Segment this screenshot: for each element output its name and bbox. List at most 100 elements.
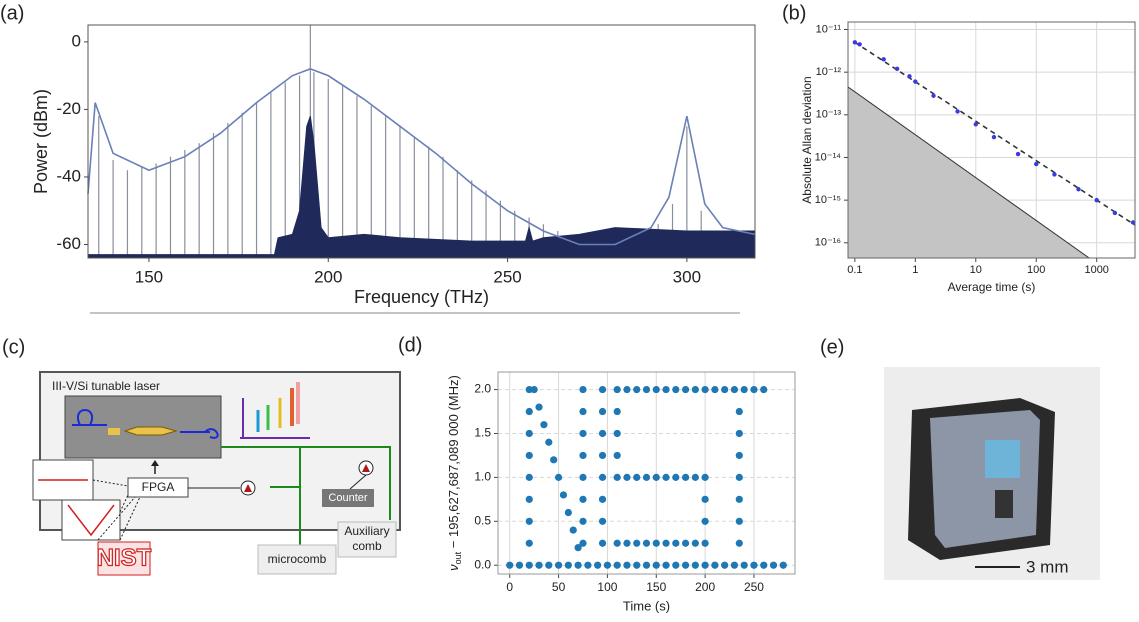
x-axis-label: Frequency (THz): [354, 287, 489, 307]
data-point: [554, 561, 563, 569]
data-point: [652, 473, 660, 481]
x-tick-label: 1000: [1084, 264, 1108, 276]
x-tick-label: 300: [673, 267, 701, 286]
gain-section: [108, 428, 120, 435]
y-tick-label: 10⁻¹²: [816, 66, 842, 78]
data-point: [750, 561, 758, 569]
connector: [92, 479, 141, 541]
data-point: [574, 544, 582, 552]
data-point: [1112, 210, 1118, 216]
data-point: [681, 539, 690, 547]
panel-label: (b): [782, 2, 806, 24]
data-point: [701, 385, 709, 394]
data-point: [598, 385, 607, 394]
data-point: [730, 561, 739, 569]
data-point: [662, 473, 670, 481]
data-point: [730, 385, 739, 394]
data-point: [525, 495, 533, 503]
x-tick-label: 200: [695, 580, 715, 594]
data-point: [652, 385, 660, 394]
data-point: [623, 539, 631, 547]
x-tick-label: 0.1: [847, 264, 862, 276]
wire: [349, 474, 367, 490]
data-point: [525, 561, 533, 569]
y-axis-label: νout − 195,627,687,089 000 (MHz): [446, 375, 463, 571]
data-point: [603, 561, 612, 569]
data-point: [525, 451, 533, 460]
data-point: [642, 561, 651, 569]
data-point: [642, 539, 651, 547]
data-point: [691, 473, 699, 481]
data-point: [740, 385, 748, 394]
plot-frame: [847, 21, 1136, 259]
data-point: [681, 385, 690, 394]
data-point: [535, 403, 543, 411]
data-point: [525, 539, 533, 547]
fpga-label: FPGA: [142, 480, 175, 494]
data-point: [681, 473, 690, 481]
data-point: [672, 539, 680, 547]
data-point: [598, 451, 607, 460]
data-point: [672, 473, 680, 481]
y-tick-label: 1.0: [474, 470, 491, 484]
panel-label: (a): [0, 2, 24, 24]
data-point: [769, 561, 778, 569]
data-point: [1052, 172, 1057, 177]
data-point: [613, 473, 621, 481]
panel-label: (c): [2, 336, 25, 358]
data-point: [525, 429, 533, 438]
data-point: [598, 517, 607, 525]
data-point: [991, 134, 997, 140]
data-point: [515, 561, 524, 569]
y-tick-label: 0: [72, 31, 81, 50]
logo-box: [97, 541, 151, 576]
data-point: [579, 473, 587, 481]
panel-label: (d): [398, 334, 422, 356]
data-point: [579, 517, 587, 525]
counter-label: Counter: [328, 492, 367, 504]
data-point: [1076, 187, 1081, 192]
data-point: [545, 561, 553, 569]
counter-box: [322, 489, 374, 507]
setup-diagram: (c) III-V/Si tunable laser FPGA Counter: [2, 336, 401, 576]
data-point: [955, 109, 960, 114]
data-point: [613, 429, 621, 438]
data-point: [894, 66, 900, 71]
detector-icon: [244, 484, 252, 492]
data-point: [740, 561, 748, 569]
data-point: [525, 473, 533, 481]
chart: 150 200 250 300 0 -20 -40 -60 (a) Frequency (THz)…: [0, 2, 756, 307]
chart: 0.1 1 10 100 1000 10⁻¹¹ 10⁻¹² 10⁻¹³ 10⁻¹⁴ 10⁻¹⁵ 10…: [782, 2, 1136, 294]
data-point: [623, 561, 631, 569]
detector-icon: [362, 464, 370, 472]
series-line: [87, 68, 756, 246]
auxiliary-label: comb: [352, 539, 382, 553]
x-tick-label: 100: [597, 580, 617, 594]
x-tick-label: 100: [1027, 264, 1045, 276]
y-axis-label-rest: − 195,627,687,089 000 (MHz): [446, 375, 461, 552]
x-tick-label: 1: [912, 264, 918, 276]
data-point: [525, 407, 533, 416]
data-point: [598, 407, 607, 416]
data-point: [721, 561, 729, 569]
data-point: [1130, 220, 1136, 225]
data-point: [857, 42, 862, 47]
data-point: [973, 122, 978, 127]
data-point: [750, 385, 758, 394]
x-tick-label: 250: [493, 267, 521, 286]
data-point: [525, 517, 533, 525]
y-tick-label: 0.5: [474, 513, 491, 527]
data-point: [691, 539, 699, 547]
data-point: [735, 407, 743, 416]
data-point: [579, 539, 587, 547]
x-tick-label: 10: [970, 264, 982, 276]
data-point: [913, 79, 918, 84]
data-point: [633, 561, 641, 569]
data-point: [1015, 151, 1021, 157]
data-point: [881, 57, 886, 62]
data-point: [613, 539, 621, 547]
data-point: [711, 561, 719, 569]
chart: 0 50 100 150 200 250 0.0 0.5 1.0 1.5 2.0 (d) Time (s…: [398, 334, 796, 613]
data-point: [613, 385, 621, 394]
